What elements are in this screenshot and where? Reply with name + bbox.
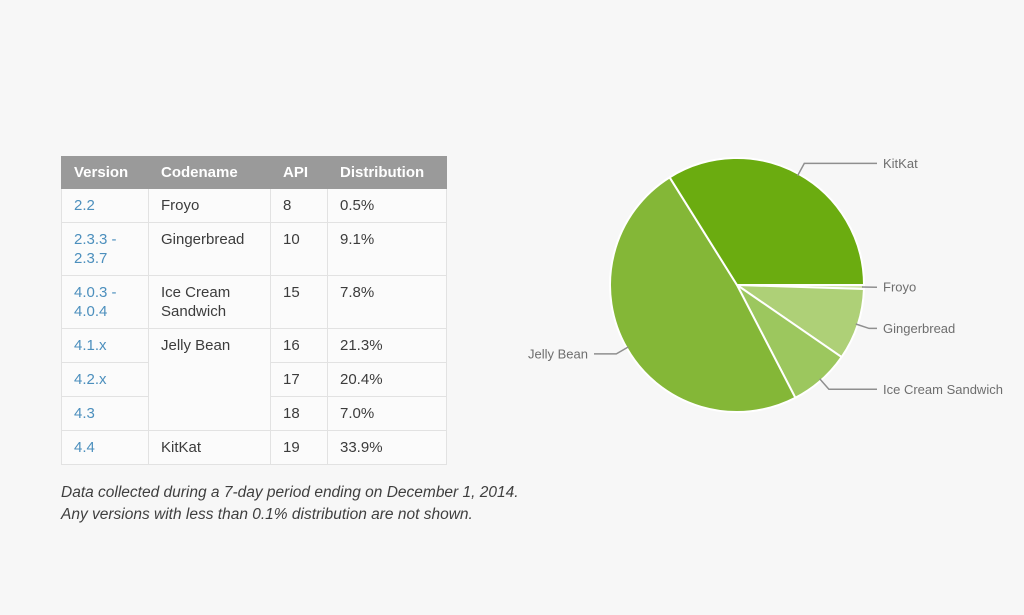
version-cell: 4.4 [61,430,149,465]
api-cell: 19 [270,430,328,465]
pie-chart: Froyo Gingerbread Ice Cream Sandwich Jelly … [528,156,1003,413]
api-cell: 16 [270,328,328,363]
codename-cell: Gingerbread [148,222,271,276]
distribution-cell: 7.8% [327,275,447,329]
version-cell: 2.3.3 - 2.3.7 [61,222,149,276]
pie-chart-container: Froyo Gingerbread Ice Cream Sandwich Jelly … [500,120,1024,455]
leader-line-kitkat [796,162,877,177]
api-cell: 17 [270,362,328,397]
version-link[interactable]: 4.0.3 - 4.0.4 [74,284,117,320]
api-cell: 10 [270,222,328,276]
version-cell: 4.1.x [61,328,149,363]
version-cell: 4.0.3 - 4.0.4 [61,275,149,329]
distribution-cell: 9.1% [327,222,447,276]
column-header-api: API [270,156,328,189]
version-link[interactable]: 4.1.x [74,337,107,354]
pie-label-jelly-bean: Jelly Bean [528,346,588,361]
distribution-cell: 21.3% [327,328,447,363]
table-row: 2.3.3 - 2.3.7 Gingerbread 10 9.1% [61,222,447,276]
leader-line-jelly-bean [594,346,629,355]
column-header-codename: Codename [148,156,271,189]
footnote-line-2: Any versions with less than 0.1% distrib… [61,506,473,523]
api-cell: 18 [270,396,328,431]
api-cell: 8 [270,188,328,223]
api-cell: 15 [270,275,328,329]
version-cell: 4.3 [61,396,149,431]
footnote-line-1: Data collected during a 7-day period end… [61,484,519,501]
version-distribution-table-container: Version Codename API Distribution 2.2 Froyo 8… [61,156,447,465]
pie-label-gingerbread: Gingerbread [883,321,955,336]
pie-label-kitkat: KitKat [883,156,918,171]
column-header-distribution: Distribution [327,156,447,189]
column-header-version: Version [61,156,149,189]
version-cell: 4.2.x [61,362,149,397]
table-row: 4.2.x 17 20.4% [61,362,447,397]
table-row: 4.3 18 7.0% [61,396,447,431]
distribution-cell: 0.5% [327,188,447,223]
version-cell: 2.2 [61,188,149,223]
version-link[interactable]: 4.3 [74,405,95,422]
version-link[interactable]: 4.4 [74,439,95,456]
table-header: Version Codename API Distribution [61,156,447,189]
pie-label-ice-cream-sandwich: Ice Cream Sandwich [883,382,1003,397]
version-distribution-table: Version Codename API Distribution 2.2 Froyo 8… [61,156,447,465]
table-row: 4.1.x Jelly Bean 16 21.3% [61,328,447,431]
version-link[interactable]: 2.2 [74,197,95,214]
distribution-cell: 20.4% [327,362,447,397]
leader-line-gingerbread [855,323,877,330]
codename-cell: Jelly Bean [148,328,271,431]
distribution-cell: 7.0% [327,396,447,431]
pie-label-froyo: Froyo [883,280,916,295]
data-collection-footnote: Data collected during a 7-day period end… [61,482,601,526]
codename-cell: KitKat [148,430,271,465]
version-link[interactable]: 4.2.x [74,371,107,388]
leader-line-ice-cream-sandwich [819,378,877,391]
codename-cell: Froyo [148,188,271,223]
version-link[interactable]: 2.3.3 - 2.3.7 [74,231,117,267]
codename-cell: Ice Cream Sandwich [148,275,271,329]
table-row: 4.4 KitKat 19 33.9% [61,430,447,465]
table-row: 2.2 Froyo 8 0.5% [61,188,447,223]
table-row: 4.0.3 - 4.0.4 Ice Cream Sandwich 15 7.8% [61,275,447,329]
distribution-cell: 33.9% [327,430,447,465]
